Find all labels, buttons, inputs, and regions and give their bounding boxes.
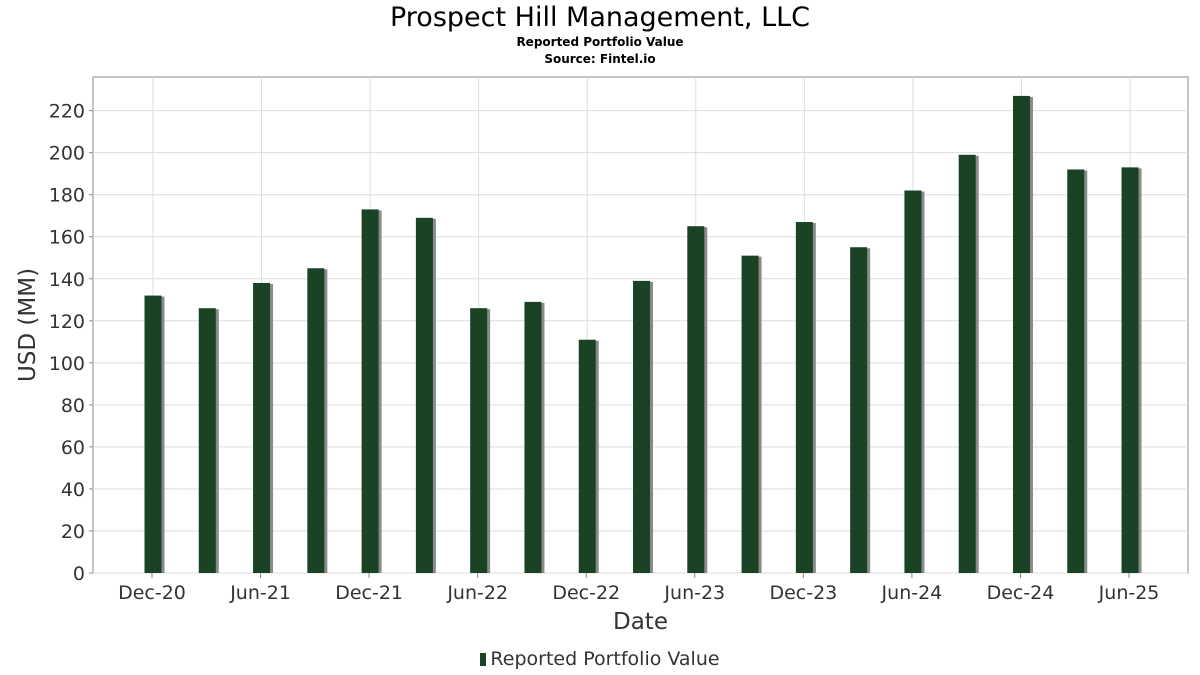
- x-tick-label: Dec-20: [118, 582, 186, 604]
- legend-swatch: [480, 653, 487, 666]
- bar: [1012, 95, 1030, 573]
- bars-layer: [144, 95, 1142, 574]
- y-tick-label: 200: [49, 143, 85, 165]
- y-tick-label: 160: [49, 227, 85, 249]
- bar: [307, 268, 325, 573]
- bar: [198, 308, 216, 573]
- bar: [633, 280, 651, 573]
- x-tick-label: Jun-22: [446, 582, 508, 604]
- x-tick-label: Jun-23: [663, 582, 725, 604]
- bar: [850, 247, 868, 573]
- y-tick-label: 0: [73, 563, 85, 585]
- y-tick-label: 180: [49, 185, 85, 207]
- bar: [361, 209, 379, 573]
- bar: [958, 154, 976, 574]
- bar: [524, 301, 542, 573]
- y-tick-label: 40: [61, 479, 85, 501]
- bar: [253, 282, 271, 573]
- x-tick-label: Jun-24: [881, 582, 943, 604]
- chart-title: Prospect Hill Management, LLC: [389, 2, 811, 33]
- x-tick-label: Jun-25: [1098, 582, 1160, 604]
- bar: [795, 222, 813, 573]
- chart-source: Source: Fintel.io: [544, 52, 656, 66]
- x-tick-label: Dec-23: [769, 582, 837, 604]
- legend-label: Reported Portfolio Value: [490, 648, 720, 670]
- y-tick-label: 60: [61, 437, 85, 459]
- y-tick-label: 100: [49, 353, 85, 375]
- bar: [144, 295, 162, 573]
- x-tick-label: Dec-21: [335, 582, 403, 604]
- y-tick-label: 120: [49, 311, 85, 333]
- x-axis-label: Date: [613, 609, 668, 635]
- y-tick-label: 140: [49, 269, 85, 291]
- bar: [470, 308, 488, 573]
- x-tick-label: Jun-21: [229, 582, 291, 604]
- axes-layer: 0 20 40 60 80 100 120 140 160 180 200 220 Dec-20 Jun-…: [49, 101, 1160, 604]
- x-tick-label: Dec-24: [987, 582, 1055, 604]
- y-tick-label: 20: [61, 521, 85, 543]
- bar: [415, 217, 433, 574]
- chart-subtitle: Reported Portfolio Value: [516, 35, 684, 49]
- y-tick-label: 220: [49, 101, 85, 123]
- bar: [687, 226, 705, 573]
- bar: [741, 255, 759, 573]
- bar: [1121, 167, 1139, 574]
- y-tick-label: 80: [61, 395, 85, 417]
- bar: [1067, 169, 1085, 573]
- legend: Reported Portfolio Value: [0, 648, 1200, 670]
- x-tick-label: Dec-22: [552, 582, 620, 604]
- y-axis-label: USD (MM): [15, 268, 41, 382]
- bar: [578, 339, 596, 573]
- bar: [904, 190, 922, 574]
